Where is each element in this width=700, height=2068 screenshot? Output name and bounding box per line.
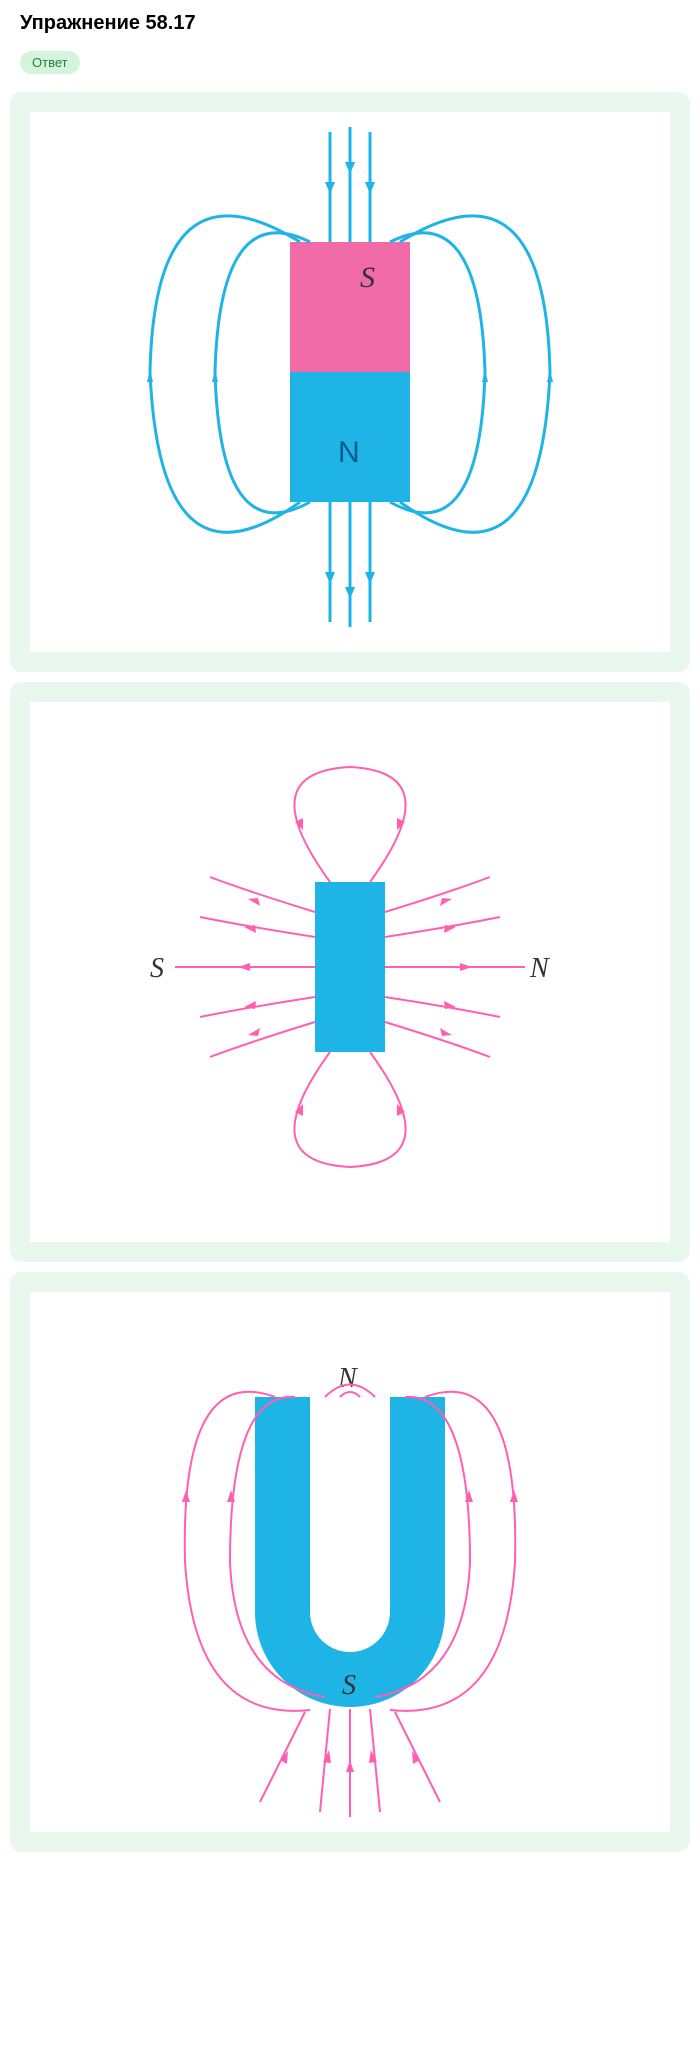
figure-3: N S	[30, 1292, 670, 1832]
exercise-title: Упражнение 58.17	[20, 12, 680, 35]
field-loops-left	[147, 216, 310, 532]
n-label: N	[337, 1363, 358, 1394]
n-label: N	[529, 953, 550, 984]
figure-1: S N	[30, 112, 670, 652]
s-pole-label: S	[360, 261, 375, 294]
field-loops-right	[390, 216, 553, 532]
field-lines	[182, 1385, 518, 1818]
horseshoe-diagram: N S	[100, 1302, 600, 1822]
figure-2-container: S N	[10, 682, 690, 1262]
figure-1-container: S N	[10, 92, 690, 672]
figure-2: S N	[30, 702, 670, 1242]
answer-badge: Ответ	[20, 51, 80, 74]
horseshoe-magnet	[255, 1397, 445, 1707]
s-label: S	[342, 1670, 356, 1701]
n-pole-label: N	[338, 436, 360, 469]
figure-3-container: N S	[10, 1272, 690, 1852]
field-lines-bottom	[325, 502, 375, 627]
side-poles-diagram: S N	[100, 712, 600, 1232]
magnet-s-pole	[290, 242, 410, 372]
magnet-block	[315, 882, 385, 1052]
field-lines-top	[325, 127, 375, 242]
s-label: S	[150, 953, 164, 984]
bar-magnet-diagram: S N	[100, 122, 600, 642]
